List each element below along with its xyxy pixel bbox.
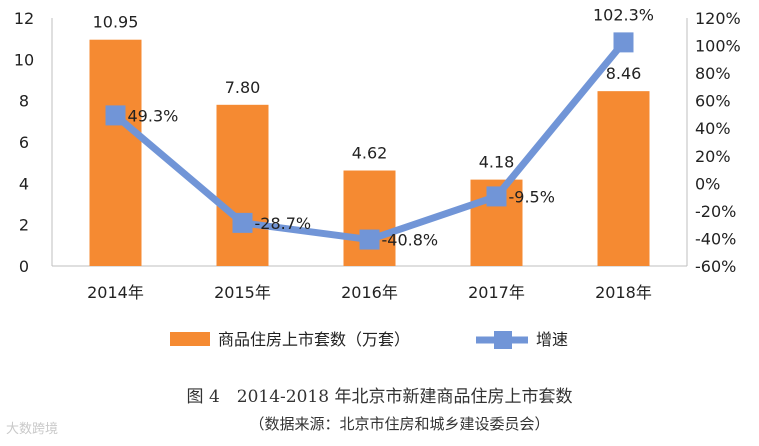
line-data-label: -9.5% <box>509 187 555 206</box>
chart: 0 2 4 6 8 10 12 -60% -40% -20% 0% 20% 40% 60% 80% 100% 1… <box>14 5 741 349</box>
x-tick-label: 2016年 <box>341 283 398 302</box>
y-right-tick-label: 100% <box>695 37 741 56</box>
legend-line-marker <box>494 331 512 349</box>
y-left-tick-label: 6 <box>19 133 29 152</box>
y-right-tick-label: 120% <box>695 9 741 28</box>
y-right-tick-label: 80% <box>695 64 731 83</box>
y-left-tick-label: 2 <box>19 216 29 235</box>
line-point-marker <box>232 212 253 233</box>
y-right-tick-label: 0% <box>695 174 720 193</box>
legend-bar-label: 商品住房上市套数（万套） <box>218 330 410 349</box>
y-left-tick-label: 8 <box>19 92 29 111</box>
bar <box>216 104 269 266</box>
line-point-marker <box>486 186 507 207</box>
y-left-tick-label: 0 <box>19 257 29 276</box>
bar-data-label: 8.46 <box>606 64 642 83</box>
bar-data-label: 4.18 <box>479 153 515 172</box>
y-right-tick-label: -40% <box>695 229 736 248</box>
bar-data-label: 10.95 <box>93 13 139 32</box>
y-right-tick-label: 60% <box>695 92 731 111</box>
line-data-label: 49.3% <box>128 106 179 125</box>
bar <box>597 91 650 266</box>
bar <box>343 170 396 266</box>
line-data-label: -28.7% <box>255 214 312 233</box>
bar <box>89 39 142 267</box>
bar-data-label: 7.80 <box>225 78 261 97</box>
x-tick-label: 2015年 <box>214 283 271 302</box>
y-right-tick-label: -20% <box>695 202 736 221</box>
legend-line-label: 增速 <box>536 330 568 349</box>
line-point-marker <box>105 105 126 126</box>
x-tick-label: 2017年 <box>468 283 525 302</box>
legend-bar-swatch <box>170 332 210 346</box>
y-left-tick-label: 12 <box>14 9 34 28</box>
line-data-label: -40.8% <box>382 231 439 250</box>
figure-caption: 图 4 2014-2018 年北京市新建商品住房上市套数 （数据来源：北京市住房… <box>0 382 759 434</box>
watermark: 大数跨境 <box>6 422 59 437</box>
y-left-tick-label: 10 <box>14 50 34 69</box>
x-tick-label: 2018年 <box>595 283 652 302</box>
y-right-tick-label: -60% <box>695 257 736 276</box>
caption-title: 图 4 2014-2018 年北京市新建商品住房上市套数 <box>186 387 573 407</box>
line-point-marker <box>359 229 380 250</box>
y-right-tick-label: 40% <box>695 119 731 138</box>
y-right-tick-label: 20% <box>695 147 731 166</box>
line-point-marker <box>613 32 634 53</box>
caption-source: （数据来源：北京市住房和城乡建设委员会） <box>249 415 550 433</box>
y-left-tick-label: 4 <box>19 174 29 193</box>
bar-data-label: 4.62 <box>352 144 388 163</box>
line-data-label: 102.3% <box>593 5 654 24</box>
x-tick-label: 2014年 <box>87 283 144 302</box>
